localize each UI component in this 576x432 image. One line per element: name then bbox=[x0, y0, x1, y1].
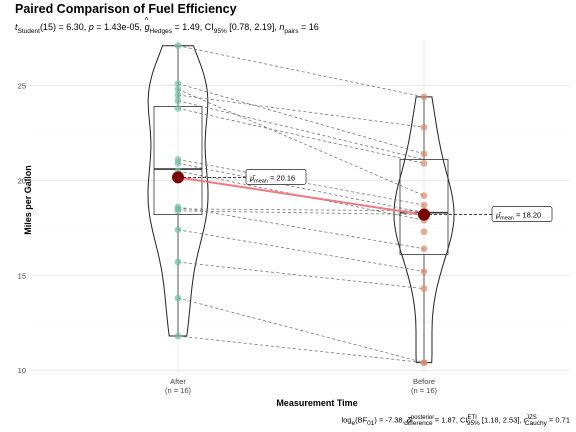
x-tick-label: After bbox=[170, 377, 186, 386]
pair-line bbox=[177, 107, 425, 164]
pair-lines bbox=[177, 45, 425, 364]
data-point bbox=[174, 294, 182, 302]
mean-connector-line bbox=[177, 176, 425, 216]
y-tick-label: 15 bbox=[18, 271, 26, 280]
data-point bbox=[420, 228, 428, 236]
pair-line bbox=[177, 45, 425, 98]
mean-point-after bbox=[172, 171, 184, 184]
data-point bbox=[174, 332, 182, 340]
data-point bbox=[174, 91, 182, 99]
x-tick-label: Before bbox=[413, 377, 435, 386]
pair-line bbox=[177, 229, 425, 272]
data-points bbox=[174, 42, 428, 367]
chart-title: Paired Comparison of Fuel Efficiency bbox=[15, 2, 237, 16]
pair-line bbox=[177, 100, 425, 160]
pair-line bbox=[177, 170, 425, 221]
data-point bbox=[174, 80, 182, 88]
y-tick-label: 25 bbox=[18, 82, 26, 91]
x-tick-count: (n = 16) bbox=[165, 386, 192, 395]
pair-line bbox=[177, 210, 425, 215]
grid-lines bbox=[30, 40, 570, 374]
data-point bbox=[174, 159, 182, 167]
data-point bbox=[174, 226, 182, 234]
data-point bbox=[420, 192, 428, 200]
data-point bbox=[174, 258, 182, 266]
data-point bbox=[174, 97, 182, 105]
box-before bbox=[399, 159, 449, 255]
mean-label-box bbox=[245, 169, 307, 185]
violin-after bbox=[147, 45, 209, 337]
pair-line bbox=[177, 208, 425, 212]
mean-label-text: μ̂mean = 18.20 bbox=[495, 211, 541, 222]
violins bbox=[147, 45, 455, 364]
y-tick-label: 10 bbox=[18, 366, 26, 375]
y-tick-label: 20 bbox=[18, 176, 26, 185]
pair-line bbox=[177, 162, 425, 214]
data-point bbox=[420, 123, 428, 131]
data-point bbox=[420, 359, 428, 367]
data-point bbox=[420, 245, 428, 253]
data-point bbox=[174, 42, 182, 50]
y-tick-labels: 10 15 20 25 bbox=[18, 82, 26, 376]
mean-markers: μ̂mean = 20.16 μ̂mean = 18.20 bbox=[172, 169, 553, 222]
pair-line bbox=[177, 261, 425, 289]
data-point bbox=[420, 285, 428, 293]
x-tick-count: (n = 16) bbox=[411, 386, 438, 395]
pair-line bbox=[177, 83, 425, 155]
mean-point-before bbox=[418, 208, 430, 221]
mean-label-text: μ̂mean = 20.16 bbox=[249, 173, 295, 184]
data-point bbox=[174, 104, 182, 112]
boxplots bbox=[153, 45, 449, 363]
data-point bbox=[174, 85, 182, 93]
chart-subtitle: tStudent(15) = 6.30, p = 1.43e-05, gHedg… bbox=[15, 16, 319, 35]
data-point bbox=[420, 268, 428, 275]
data-point bbox=[420, 150, 428, 158]
data-point bbox=[420, 159, 428, 167]
mean-label-before: μ̂mean = 18.20 bbox=[491, 206, 553, 222]
violin-before bbox=[393, 96, 455, 364]
mean-label-after: μ̂mean = 20.16 bbox=[245, 169, 307, 185]
pair-line bbox=[177, 297, 425, 364]
pair-line bbox=[177, 88, 425, 196]
data-point bbox=[420, 201, 428, 209]
y-axis-label: Miles per Gallon bbox=[23, 165, 33, 235]
pair-line bbox=[177, 94, 425, 128]
chart-caption: loge(BF01) = -7.38, δ̂posteriordifferenc… bbox=[341, 415, 570, 427]
pair-line bbox=[177, 335, 425, 364]
mean-label-box bbox=[491, 206, 553, 222]
x-tick-labels: After(n = 16)Before(n = 16) bbox=[165, 377, 438, 395]
data-point bbox=[174, 207, 182, 215]
data-point bbox=[420, 93, 428, 101]
x-axis-label: Measurement Time bbox=[276, 398, 358, 408]
